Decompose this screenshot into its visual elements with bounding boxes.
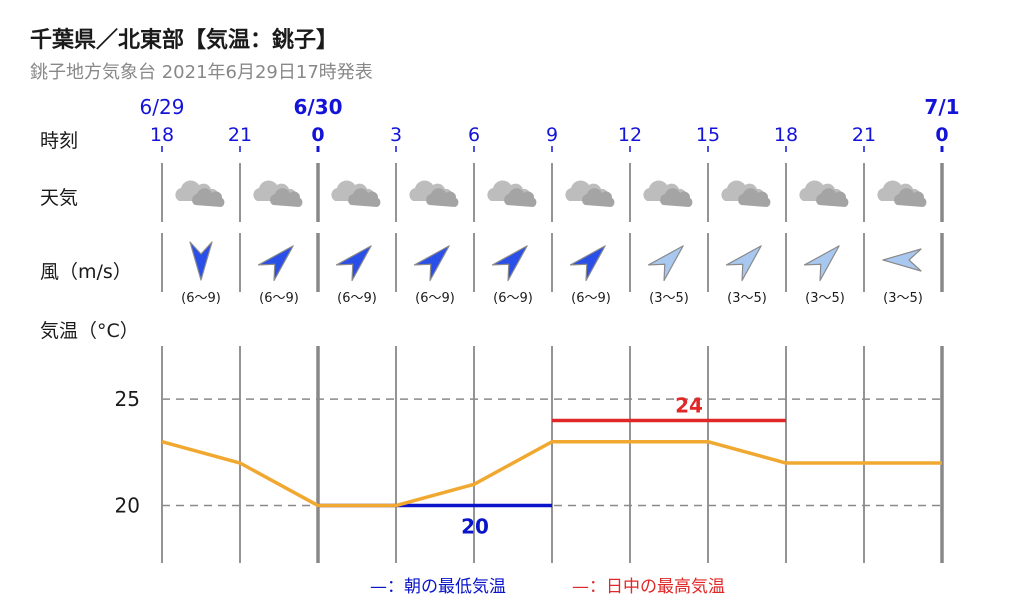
wind-arrow-shape — [491, 245, 528, 282]
wind-arrow-icon — [491, 245, 528, 282]
issuer-subtitle: 銚子地方気象台 2021年6月29日17時発表 — [30, 62, 373, 83]
wind-row-label: 風（m/s） — [40, 261, 132, 283]
cloud-icon — [877, 180, 927, 207]
temperature-row-label: 気温（°C） — [40, 320, 139, 342]
y-tick-label: 25 — [115, 387, 140, 411]
wind-arrow-shape — [803, 245, 840, 282]
wind-speed-label: (6〜9) — [259, 291, 299, 306]
time-row-label: 時刻 — [40, 130, 79, 152]
y-tick-label: 20 — [115, 494, 140, 518]
wind-arrow-shape — [569, 245, 606, 282]
wind-arrow-icon — [882, 248, 922, 272]
wind-arrow-icon — [335, 245, 372, 282]
wind-speed-label: (6〜9) — [493, 291, 533, 306]
page-title: 千葉県／北東部【気温：銚子】 — [30, 28, 339, 53]
hour-label: 0 — [935, 124, 948, 146]
wind-arrow-shape — [413, 245, 450, 282]
wind-speed-label: (3〜5) — [727, 291, 767, 306]
wind-arrow-icon — [257, 245, 294, 282]
wind-arrow-icon — [647, 245, 684, 282]
hour-label: 15 — [696, 124, 720, 146]
cloud-front — [270, 188, 303, 207]
wind-arrow-icon — [803, 245, 840, 282]
wind-arrow-shape — [257, 245, 294, 282]
date-label: 6/30 — [293, 95, 342, 119]
wind-arrow-icon — [725, 245, 762, 282]
min-temp-label: 20 — [461, 515, 489, 539]
wind-speed-label: (6〜9) — [337, 291, 377, 306]
date-label: 6/29 — [140, 95, 185, 119]
cloud-icon — [175, 180, 225, 207]
cloud-icon — [643, 180, 693, 207]
cloud-front — [660, 188, 693, 207]
cloud-front — [816, 188, 849, 207]
cloud-icon — [565, 180, 615, 207]
hour-label: 3 — [390, 124, 402, 146]
wind-speed-label: (6〜9) — [415, 291, 455, 306]
cloud-front — [582, 188, 615, 207]
wind-speed-label: (3〜5) — [649, 291, 689, 306]
wind-arrow-shape — [647, 245, 684, 282]
wind-speed-label: (6〜9) — [571, 291, 611, 306]
cloud-front — [504, 188, 537, 207]
max-temp-label: 24 — [675, 393, 703, 417]
hour-label: 6 — [468, 124, 480, 146]
wind-arrow-icon — [189, 241, 213, 281]
hour-label: 12 — [618, 124, 642, 146]
cloud-front — [738, 188, 771, 207]
wind-arrow-shape — [725, 245, 762, 282]
wind-arrow-shape — [189, 241, 213, 281]
cloud-front — [426, 188, 459, 207]
wind-speed-label: (3〜5) — [805, 291, 845, 306]
legend-max: —：日中の最高気温 — [572, 577, 725, 597]
cloud-icon — [487, 180, 537, 207]
cloud-icon — [799, 180, 849, 207]
wind-arrow-icon — [569, 245, 606, 282]
cloud-icon — [721, 180, 771, 207]
hour-label: 21 — [852, 124, 876, 146]
wind-arrow-shape — [335, 245, 372, 282]
cloud-icon — [253, 180, 303, 207]
cloud-icon — [331, 180, 381, 207]
wind-arrow-shape — [882, 248, 922, 272]
legend-min: —：朝の最低気温 — [370, 577, 506, 597]
cloud-front — [894, 188, 927, 207]
hour-label: 18 — [774, 124, 798, 146]
wind-speed-label: (3〜5) — [883, 291, 923, 306]
hour-label: 18 — [150, 124, 174, 146]
cloud-front — [192, 188, 225, 207]
date-label: 7/1 — [924, 95, 959, 119]
wind-arrow-icon — [413, 245, 450, 282]
weather-row-label: 天気 — [40, 187, 79, 209]
hour-label: 0 — [311, 124, 324, 146]
cloud-icon — [409, 180, 459, 207]
cloud-front — [348, 188, 381, 207]
hour-label: 21 — [228, 124, 252, 146]
wind-speed-label: (6〜9) — [181, 291, 221, 306]
hour-label: 9 — [546, 124, 558, 146]
